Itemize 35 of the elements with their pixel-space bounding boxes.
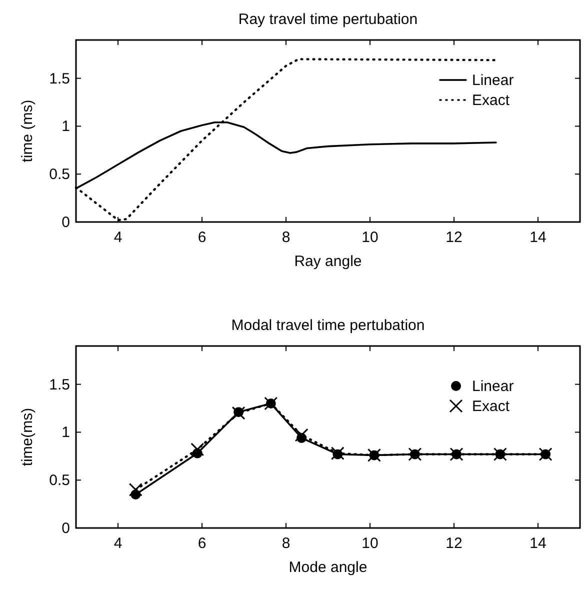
chart-title: Modal travel time pertubation (231, 317, 425, 334)
x-tick-label: 14 (530, 535, 546, 552)
x-tick-label: 4 (114, 229, 122, 246)
y-axis-title: time(ms) (19, 408, 36, 466)
x-tick-label: 8 (282, 535, 290, 552)
y-tick-label: 0 (62, 520, 70, 537)
x-tick-label: 12 (446, 535, 462, 552)
point (190, 442, 204, 456)
x-tick-label: 10 (362, 229, 378, 246)
y-tick-label: 1.5 (49, 376, 70, 394)
legend-label: Exact (472, 398, 510, 415)
x-tick-label: 8 (282, 229, 290, 246)
x-axis-title: Ray angle (294, 253, 362, 270)
legend-label: Linear (472, 378, 514, 395)
y-tick-label: 1 (62, 424, 70, 442)
y-axis-title: time (ms) (19, 100, 36, 162)
x-tick-label: 6 (198, 535, 206, 552)
chart-title: Ray travel time pertubation (238, 11, 418, 28)
y-tick-label: 1 (62, 118, 70, 136)
legend-label: Exact (472, 92, 510, 109)
point (128, 482, 142, 496)
point (232, 406, 246, 420)
y-tick-label: 0.5 (49, 472, 70, 490)
point (294, 428, 308, 442)
y-tick-label: 0 (62, 214, 70, 231)
x-tick-label: 4 (114, 535, 122, 552)
legend-label: Linear (472, 72, 514, 89)
x-tick-label: 14 (530, 229, 546, 246)
point (330, 446, 344, 460)
x-axis-title: Mode angle (288, 559, 368, 576)
y-tick-label: 0.5 (49, 166, 70, 184)
x-tick-label: 10 (362, 535, 378, 552)
y-tick-label: 1.5 (49, 70, 70, 88)
x-tick-label: 12 (446, 229, 462, 246)
x-tick-label: 6 (198, 229, 206, 246)
